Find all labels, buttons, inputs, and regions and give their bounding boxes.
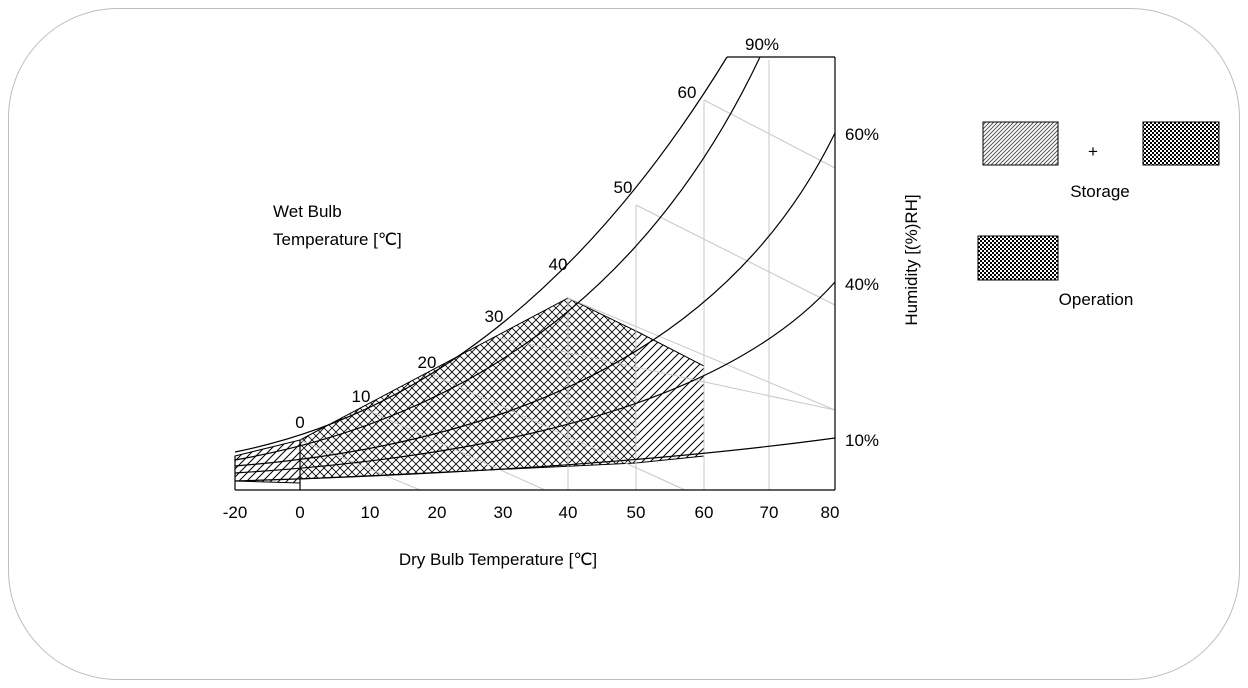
x-tick-label: 80 [821, 503, 840, 522]
legend: + Storage Operation [977, 121, 1220, 309]
rh-curve-10 [234, 437, 836, 482]
wet-bulb-tick-label: 20 [418, 353, 437, 372]
rh-label: 60% [845, 125, 879, 144]
x-tick-labels: -20 0 10 20 30 40 50 60 70 80 [223, 503, 840, 522]
wet-bulb-tick-label: 30 [485, 307, 504, 326]
legend-operation-swatch [977, 235, 1059, 281]
axes [234, 56, 836, 491]
x-tick-label: 30 [494, 503, 513, 522]
rh-labels: 90% 60% 40% 10% [745, 35, 879, 450]
y-axis-title: Humidity [(%)RH] [902, 194, 921, 325]
wet-bulb-tick-labels: 0 10 20 30 40 50 60 [295, 83, 696, 432]
wet-bulb-title-line1: Wet Bulb [273, 202, 342, 221]
x-tick-label: 40 [559, 503, 578, 522]
rh-curve-60 [234, 132, 836, 467]
legend-storage-swatch-hatch [982, 121, 1059, 166]
rh-label: 40% [845, 275, 879, 294]
x-tick-label: 20 [428, 503, 447, 522]
x-tick-label: -20 [223, 503, 248, 522]
wet-bulb-tick-label: 10 [352, 387, 371, 406]
rh-curves [234, 56, 836, 482]
wet-bulb-tick-label: 60 [678, 83, 697, 102]
storage-region-left [234, 439, 301, 484]
x-axis-title: Dry Bulb Temperature [℃] [399, 550, 597, 569]
legend-operation-label: Operation [1059, 290, 1134, 309]
x-tick-label: 60 [695, 503, 714, 522]
x-tick-label: 70 [760, 503, 779, 522]
rh-curve-90 [234, 56, 761, 461]
wet-bulb-lines [299, 99, 836, 491]
legend-storage-label: Storage [1070, 182, 1130, 201]
legend-plus: + [1088, 142, 1098, 161]
x-tick-label: 10 [361, 503, 380, 522]
rh-label: 90% [745, 35, 779, 54]
rh-label: 10% [845, 431, 879, 450]
x-tick-label: 0 [295, 503, 304, 522]
legend-storage-swatch-cross [1142, 121, 1220, 166]
wet-bulb-tick-label: 0 [295, 413, 304, 432]
wet-bulb-title-line2: Temperature [℃] [273, 230, 402, 249]
rh-curve-40 [234, 281, 836, 474]
dry-bulb-gridlines [567, 60, 770, 490]
x-tick-label: 50 [627, 503, 646, 522]
wet-bulb-tick-label: 40 [549, 255, 568, 274]
wet-bulb-tick-label: 50 [614, 178, 633, 197]
rh-curve-100 [234, 56, 728, 453]
